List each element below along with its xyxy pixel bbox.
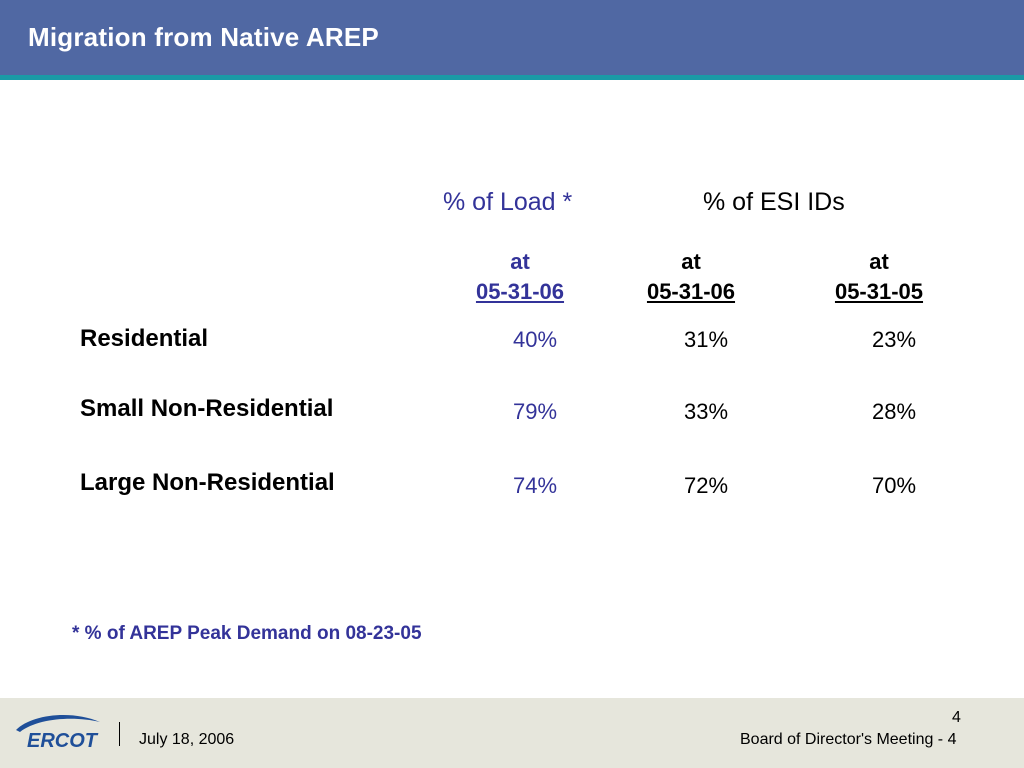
table-cell: 31%: [683, 327, 729, 352]
load-group-header: % of Load *: [443, 188, 573, 216]
column-header-esi-0531-06: at 05-31-06: [631, 247, 751, 307]
column-header-esi-0531-05: at 05-31-05: [819, 247, 939, 307]
row-label-large-non-residential: Large Non-Residential: [80, 469, 335, 496]
table-cell: 72%: [683, 473, 729, 498]
footer: [0, 698, 1024, 768]
column-date: 05-31-06: [646, 279, 736, 304]
footer-date: July 18, 2006: [139, 731, 235, 748]
table-cell: 40%: [512, 327, 558, 352]
table-cell: 74%: [512, 473, 558, 498]
title-bar: Migration from Native AREP: [0, 0, 1024, 80]
column-header-load-0531-06: at 05-31-06: [460, 247, 580, 307]
table-cell: 23%: [871, 327, 917, 352]
column-at-label: at: [869, 249, 889, 274]
page-number: 4: [952, 709, 961, 726]
slide-title: Migration from Native AREP: [28, 22, 379, 52]
footnote: * % of AREP Peak Demand on 08-23-05: [72, 623, 422, 644]
table-cell: 79%: [512, 399, 558, 424]
ercot-logo: ERCOT: [16, 715, 100, 752]
row-label-residential: Residential: [80, 325, 209, 352]
table-cell: 28%: [871, 399, 917, 424]
ercot-logo-text: ERCOT: [27, 730, 99, 752]
footer-meeting: Board of Director's Meeting - 4: [740, 731, 957, 748]
table-cell: 70%: [871, 473, 917, 498]
esi-group-header: % of ESI IDs: [703, 188, 845, 216]
row-label-small-non-residential: Small Non-Residential: [80, 395, 334, 422]
table-cell: 33%: [683, 399, 729, 424]
footer-divider: [119, 722, 120, 746]
column-date: 05-31-06: [475, 279, 565, 304]
column-at-label: at: [681, 249, 701, 274]
column-date: 05-31-05: [834, 279, 924, 304]
column-at-label: at: [510, 249, 530, 274]
